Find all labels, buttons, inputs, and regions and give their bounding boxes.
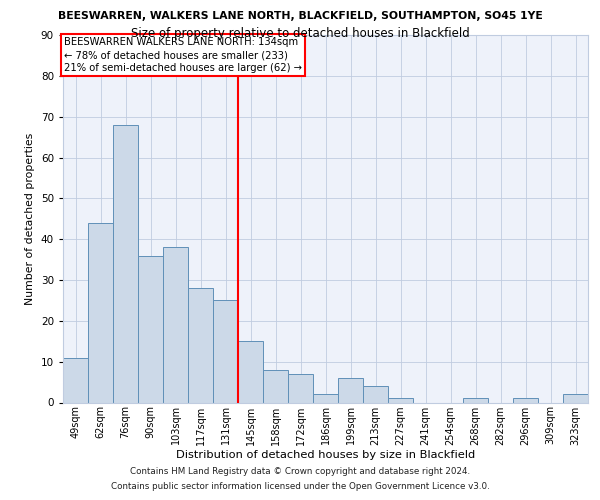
Bar: [388, 398, 413, 402]
Bar: [338, 378, 363, 402]
Bar: [363, 386, 388, 402]
Bar: [88, 223, 113, 402]
Bar: [213, 300, 238, 402]
Y-axis label: Number of detached properties: Number of detached properties: [25, 132, 35, 305]
Bar: [313, 394, 338, 402]
Bar: [138, 256, 163, 402]
Bar: [63, 358, 88, 403]
Text: BEESWARREN, WALKERS LANE NORTH, BLACKFIELD, SOUTHAMPTON, SO45 1YE: BEESWARREN, WALKERS LANE NORTH, BLACKFIE…: [58, 11, 542, 21]
X-axis label: Distribution of detached houses by size in Blackfield: Distribution of detached houses by size …: [176, 450, 475, 460]
Text: Contains public sector information licensed under the Open Government Licence v3: Contains public sector information licen…: [110, 482, 490, 491]
Bar: [563, 394, 588, 402]
Text: Size of property relative to detached houses in Blackfield: Size of property relative to detached ho…: [131, 28, 469, 40]
Bar: [513, 398, 538, 402]
Text: BEESWARREN WALKERS LANE NORTH: 134sqm
← 78% of detached houses are smaller (233): BEESWARREN WALKERS LANE NORTH: 134sqm ← …: [64, 37, 302, 74]
Bar: [113, 125, 138, 402]
Text: Contains HM Land Registry data © Crown copyright and database right 2024.: Contains HM Land Registry data © Crown c…: [130, 467, 470, 476]
Bar: [288, 374, 313, 402]
Bar: [238, 341, 263, 402]
Bar: [188, 288, 213, 403]
Bar: [163, 248, 188, 402]
Bar: [263, 370, 288, 402]
Bar: [463, 398, 488, 402]
